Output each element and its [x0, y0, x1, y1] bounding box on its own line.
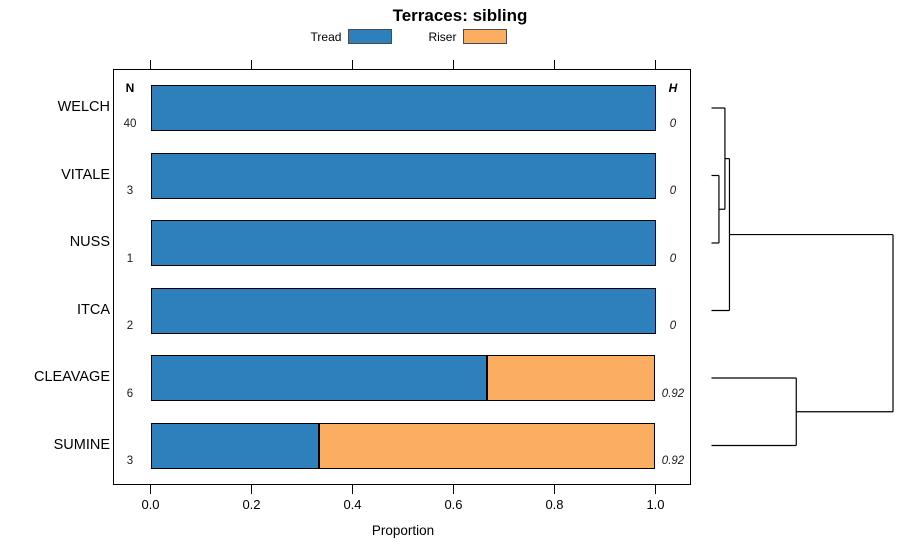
x-axis-tick-top: [250, 60, 253, 69]
x-axis-tick-bottom: [553, 485, 556, 494]
chart-title: Terraces: sibling: [392, 6, 528, 25]
legend-label-tread: Tread: [310, 29, 342, 44]
x-axis-title: Proportion: [371, 523, 435, 538]
bar-segment-riser: [318, 422, 656, 469]
bar-segment-tread: [150, 287, 656, 334]
bar-segment-tread: [150, 220, 656, 266]
category-label-cleavage: CLEAVAGE: [33, 369, 110, 385]
x-axis-tick-label: 0.8: [545, 497, 564, 512]
x-axis-tick-top: [654, 60, 657, 69]
x-axis-tick-bottom: [351, 485, 354, 494]
x-axis-tick-label: 1.0: [646, 497, 665, 512]
category-label-sumine: SUMINE: [53, 436, 110, 453]
x-axis-tick-top: [553, 60, 556, 69]
x-axis-tick-bottom: [654, 485, 657, 494]
bar-segment-tread: [150, 152, 656, 199]
n-value: 3: [126, 185, 134, 197]
category-label-welch: WELCH: [57, 99, 110, 115]
h-value: 0.92: [661, 387, 685, 400]
x-axis-tick-label: 0.6: [444, 497, 463, 512]
x-axis-tick-top: [149, 60, 152, 69]
h-value: 0: [669, 252, 677, 265]
plot-area-border: [113, 69, 691, 485]
riser-color-swatch: [463, 29, 508, 44]
category-label-itca: ITCA: [76, 301, 110, 318]
n-value: 6: [126, 387, 134, 400]
legend: Tread Riser: [0, 29, 818, 44]
h-value: 0: [669, 320, 677, 332]
n-value: 2: [126, 320, 134, 332]
x-axis-tick-label: 0.4: [343, 497, 362, 512]
legend-item-tread: Tread: [311, 29, 393, 44]
n-value: 1: [126, 252, 134, 265]
legend-label-riser: Riser: [428, 29, 457, 44]
h-column-header: H: [668, 81, 678, 95]
x-axis-tick-bottom: [452, 485, 455, 494]
h-value: 0: [669, 185, 677, 197]
h-value: 0: [669, 117, 677, 130]
category-label-nuss: NUSS: [69, 234, 110, 250]
n-column-header: N: [125, 81, 135, 95]
n-value: 3: [126, 455, 134, 467]
x-axis-tick-label: 0.0: [141, 497, 160, 512]
n-value: 40: [123, 117, 137, 130]
bar-segment-tread: [150, 85, 656, 131]
bar-segment-tread: [150, 355, 488, 401]
h-value: 0.92: [661, 455, 685, 467]
bar-segment-riser: [487, 355, 656, 401]
x-axis-tick-bottom: [250, 485, 253, 494]
legend-item-riser: Riser: [428, 29, 508, 44]
x-axis-tick-label: 0.2: [242, 497, 261, 512]
x-axis-tick-top: [452, 60, 455, 69]
bar-segment-tread: [150, 422, 319, 469]
category-label-vitale: VITALE: [61, 166, 110, 183]
tread-color-swatch: [348, 29, 393, 44]
x-axis-tick-top: [351, 60, 354, 69]
x-axis-tick-bottom: [149, 485, 152, 494]
